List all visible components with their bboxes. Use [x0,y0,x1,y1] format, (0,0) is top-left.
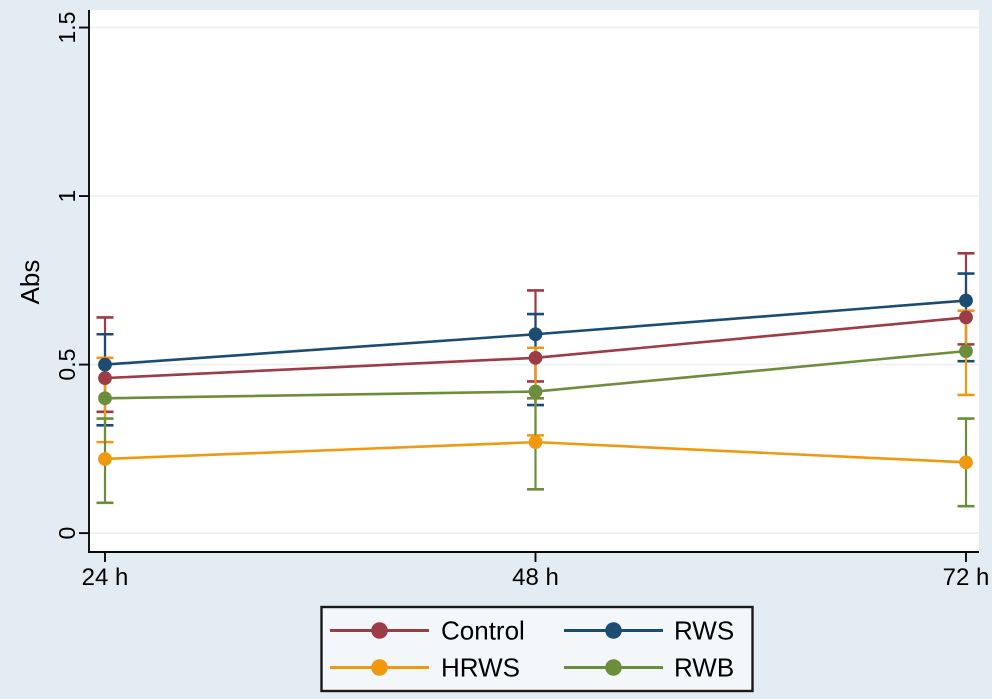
y-tick-label: 0 [54,527,80,540]
legend-entry-control: Control [330,616,525,646]
marker-rws-48h [528,327,543,342]
series-markers-control [98,310,973,385]
marker-rws-72h [959,293,973,308]
y-tick-label: 1.5 [54,12,80,44]
marker-hrws-48h [528,435,543,450]
x-tick-label: 72 h [943,564,990,591]
marker-hrws-72h [959,455,973,470]
legend-marker [605,622,622,639]
x-tick-label: 48 h [512,564,559,591]
marker-hrws-24h [98,452,112,466]
legend-label: RWS [674,616,734,646]
marker-rwb-72h [959,344,973,359]
legend-label: RWB [674,653,734,683]
series-markers-rws [98,293,973,372]
marker-rwb-48h [528,384,543,399]
marker-rwb-24h [98,391,112,406]
y-tick-label: 1 [54,190,80,203]
legend-marker [371,659,388,676]
legend-label: HRWS [441,653,520,683]
legend-marker [605,659,622,676]
series-markers-hrws [98,435,973,470]
legend-box [320,605,754,693]
legend-entry-rws: RWS [564,616,734,646]
x-tick-label: 24 h [82,564,129,591]
marker-control-24h [98,371,112,385]
legend-marker [371,622,388,639]
y-axis-title: Abs [15,260,45,305]
marker-rws-24h [98,357,112,372]
legend: Control RWS HRWS RWB [320,605,754,693]
legend-label: Control [441,616,525,646]
marker-control-48h [528,350,543,365]
series-markers [98,293,973,470]
x-axis: 24 h 48 h 72 h [82,552,990,591]
plot-area [89,10,979,552]
legend-entry-hrws: HRWS [330,653,520,683]
marker-control-72h [959,310,973,325]
y-axis: 0 0.5 1 1.5 [54,12,89,540]
series-markers-rwb [98,344,973,406]
legend-entry-rwb: RWB [564,653,734,683]
y-tick-label: 0.5 [54,349,80,381]
